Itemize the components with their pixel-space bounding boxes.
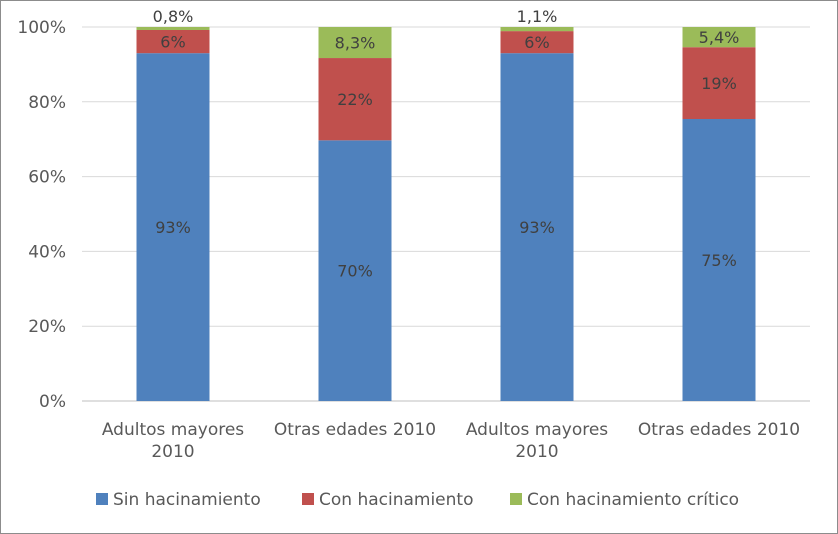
legend-label: Sin hacinamiento bbox=[113, 490, 261, 510]
y-tick-label: 40% bbox=[28, 242, 66, 262]
bar-segment bbox=[318, 27, 392, 59]
data-label: 1,1% bbox=[517, 7, 558, 26]
legend-swatch bbox=[302, 493, 314, 505]
x-category-label: Adultos mayores 2010 bbox=[102, 420, 244, 462]
data-label: 75% bbox=[701, 251, 737, 270]
y-tick-label: 100% bbox=[17, 18, 66, 38]
y-tick-label: 0% bbox=[39, 392, 66, 412]
legend-label: Con hacinamiento bbox=[319, 490, 474, 510]
data-label: 6% bbox=[160, 33, 185, 52]
legend-swatch bbox=[510, 493, 522, 505]
data-label: 93% bbox=[519, 218, 555, 237]
x-category-label-line: Adultos mayores bbox=[466, 420, 608, 440]
bar-segment bbox=[500, 27, 574, 32]
x-category-label-line: Otras edades 2010 bbox=[274, 420, 436, 440]
x-category-label: Adultos mayores 2010 bbox=[466, 420, 608, 462]
bar-segment bbox=[318, 58, 392, 141]
legend-swatch bbox=[96, 493, 108, 505]
bar-segment bbox=[136, 53, 210, 402]
x-category-label-line: Otras edades 2010 bbox=[638, 420, 800, 440]
data-label: 19% bbox=[701, 74, 737, 93]
x-category-label-line: Adultos mayores bbox=[102, 420, 244, 440]
x-category-label: Otras edades 2010 bbox=[274, 420, 436, 440]
data-label: 5,4% bbox=[699, 28, 740, 47]
data-label: 6% bbox=[524, 33, 549, 52]
y-tick-label: 80% bbox=[28, 93, 66, 113]
data-label: 93% bbox=[155, 218, 191, 237]
bar-segment bbox=[682, 119, 756, 401]
bar-segment bbox=[682, 27, 756, 48]
data-label: 0,8% bbox=[153, 7, 194, 26]
legend-label: Con hacinamiento crítico bbox=[527, 490, 739, 510]
data-label: 8,3% bbox=[335, 34, 376, 53]
y-tick-label: 60% bbox=[28, 168, 66, 188]
bar-segment bbox=[682, 47, 756, 120]
x-category-label-line: 2010 bbox=[151, 442, 194, 462]
bar-segment bbox=[500, 53, 574, 402]
data-labels: 93% 6% 0,8% 70% 22% 8,3% 93% 6% 1,1% 75% 19% 5,4% bbox=[153, 7, 740, 281]
y-tick-label: 20% bbox=[28, 317, 66, 337]
bar-segment bbox=[500, 31, 574, 54]
bars bbox=[136, 27, 756, 402]
data-label: 22% bbox=[337, 90, 373, 109]
bar-segment bbox=[318, 140, 392, 401]
data-label: 70% bbox=[337, 262, 373, 281]
legend: Sin hacinamiento Con hacinamiento Con haci… bbox=[96, 490, 739, 510]
x-category-label: Otras edades 2010 bbox=[638, 420, 800, 440]
x-category-label-line: 2010 bbox=[515, 442, 558, 462]
bar-segment bbox=[136, 29, 210, 54]
y-axis-tick-labels: 0% 20% 40% 60% 80% 100% bbox=[17, 18, 66, 412]
bar-segment bbox=[136, 27, 210, 30]
